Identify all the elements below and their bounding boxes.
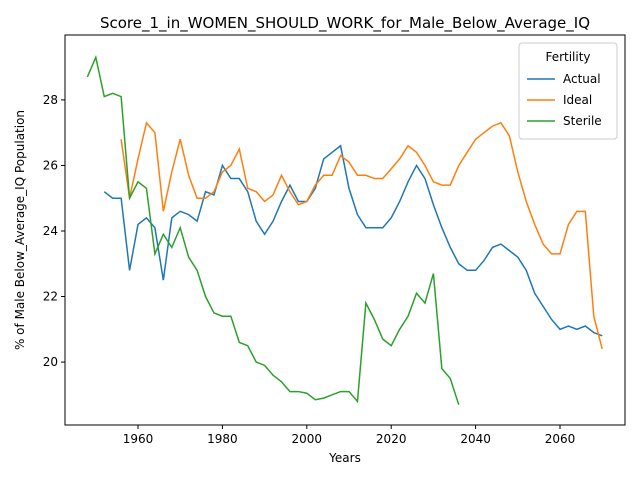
x-tick-label: 1980: [207, 432, 238, 446]
y-axis-label: % of Male Below_Average_IQ Population: [13, 110, 27, 350]
x-tick-label: 2000: [292, 432, 323, 446]
series-line: [86, 54, 460, 405]
y-tick-label: 24: [43, 224, 58, 238]
x-tick-label: 2020: [376, 432, 407, 446]
series-line: [120, 121, 603, 350]
legend-title: Fertility: [545, 50, 590, 64]
x-tick-label: 1960: [123, 432, 154, 446]
y-tick-label: 28: [43, 93, 58, 107]
legend-label: Ideal: [563, 93, 592, 107]
x-tick-label: 2040: [460, 432, 491, 446]
x-axis-label: Years: [328, 451, 361, 465]
plot-frame: [64, 34, 626, 426]
legend-label: Actual: [563, 72, 601, 86]
legend-label: Sterile: [563, 114, 602, 128]
x-tick-label: 2060: [545, 432, 576, 446]
y-tick-label: 22: [43, 290, 58, 304]
series-line: [103, 144, 603, 337]
y-tick-label: 26: [43, 158, 58, 172]
chart-title: Score_1_in_WOMEN_SHOULD_WORK_for_Male_Be…: [100, 14, 590, 33]
y-tick-label: 20: [43, 355, 58, 369]
legend-box: [518, 42, 618, 140]
